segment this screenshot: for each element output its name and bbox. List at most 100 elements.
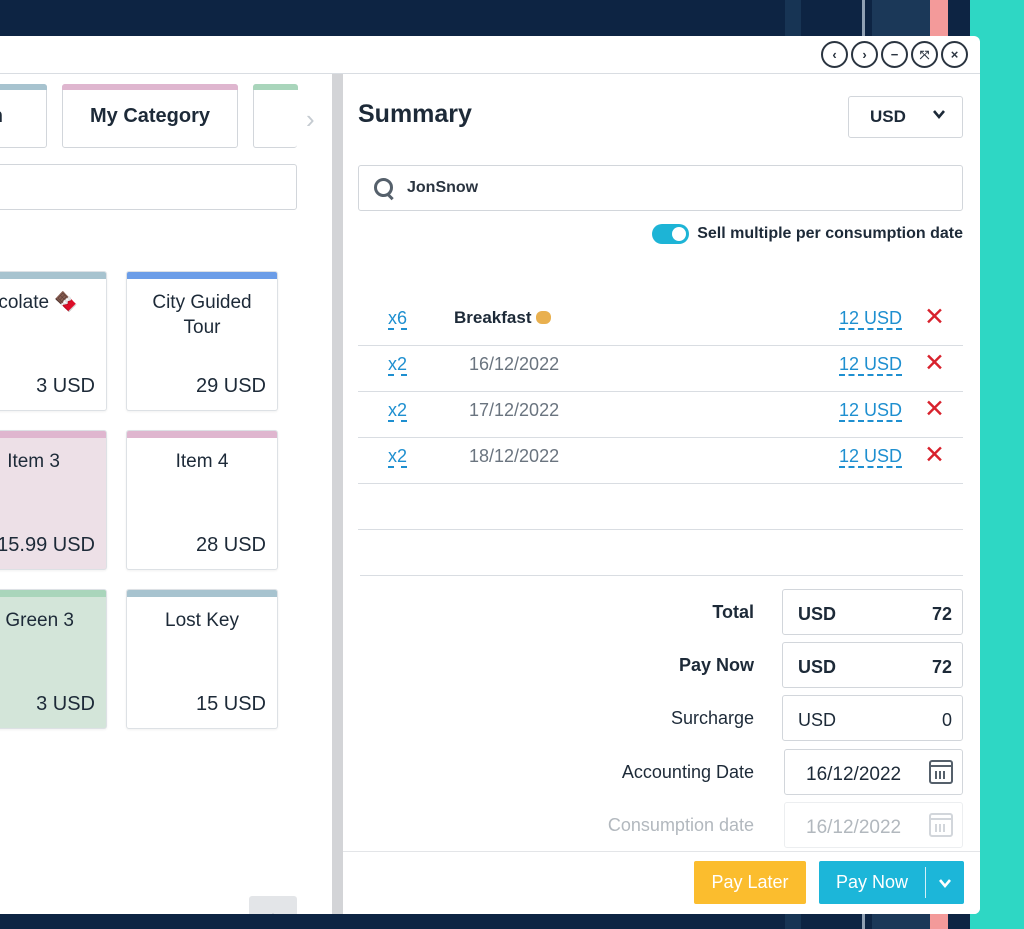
pay-now-currency: USD bbox=[798, 657, 837, 677]
line-quantity[interactable]: x6 bbox=[388, 308, 408, 330]
line-amount[interactable]: 12 USD bbox=[838, 446, 902, 468]
product-price: 3 USD bbox=[36, 693, 95, 715]
pay-later-button[interactable]: Pay Later bbox=[694, 861, 806, 904]
chevron-down-icon[interactable] bbox=[926, 861, 964, 904]
category-tab-my-category[interactable]: My Category bbox=[62, 84, 238, 148]
product-name: Lost Key bbox=[165, 610, 239, 631]
sell-multiple-toggle-row: Sell multiple per consumption date bbox=[652, 224, 963, 244]
summary-footer: Pay Later Pay Now bbox=[343, 851, 980, 914]
line-amount[interactable]: 12 USD bbox=[838, 354, 902, 376]
currency-select-value: USD bbox=[870, 107, 906, 126]
line-amount[interactable]: 12 USD bbox=[838, 400, 902, 422]
chevron-down-icon bbox=[931, 106, 947, 127]
line-quantity[interactable]: x2 bbox=[388, 400, 408, 422]
order-line-empty bbox=[358, 484, 963, 530]
surcharge-label: Surcharge bbox=[670, 708, 754, 728]
product-name: City Guided Tour bbox=[152, 292, 252, 338]
line-amount[interactable]: 12 USD bbox=[838, 308, 902, 330]
line-quantity[interactable]: x2 bbox=[388, 446, 408, 468]
product-tile[interactable]: ocolate 🍫 3 USD bbox=[0, 271, 107, 411]
button-separator bbox=[925, 867, 926, 898]
pay-now-field[interactable]: USD 72 bbox=[782, 642, 963, 688]
product-name: ocolate 🍫 bbox=[0, 292, 78, 313]
pay-now-button[interactable]: Pay Now bbox=[835, 872, 909, 892]
summary-title: Summary bbox=[358, 100, 472, 128]
forward-icon[interactable]: › bbox=[851, 41, 878, 68]
pay-now-button-group: Pay Now bbox=[819, 861, 964, 904]
totals-divider bbox=[360, 575, 963, 576]
consumption-date-field: 16/12/2022 bbox=[784, 802, 963, 848]
product-search-input[interactable] bbox=[0, 164, 297, 210]
search-icon bbox=[373, 177, 395, 199]
order-line: x6 Breakfast 12 USD ✕ bbox=[358, 300, 963, 346]
product-tile[interactable]: Item 4 28 USD bbox=[126, 430, 278, 570]
calendar-icon bbox=[929, 813, 953, 837]
total-row: Total USD 72 bbox=[358, 589, 963, 635]
customer-search[interactable] bbox=[358, 165, 963, 211]
pay-now-value: 72 bbox=[931, 657, 952, 677]
delete-icon[interactable]: ✕ bbox=[924, 349, 945, 377]
accounting-date-row: Accounting Date 16/12/2022 bbox=[358, 749, 963, 795]
product-tile[interactable]: City Guided Tour 29 USD bbox=[126, 271, 278, 411]
consumption-date-label: Consumption date bbox=[607, 815, 754, 835]
accounting-date-value: 16/12/2022 bbox=[806, 764, 902, 785]
surcharge-field[interactable]: USD 0 bbox=[782, 695, 963, 741]
window-controls: ‹ › − ⤧ × bbox=[821, 41, 968, 68]
order-lines: x6 Breakfast 12 USD ✕ x2 16/12/2022 12 U… bbox=[358, 300, 963, 530]
line-quantity[interactable]: x2 bbox=[388, 354, 408, 376]
total-value: 72 bbox=[931, 604, 952, 624]
product-name: Item 3 bbox=[7, 451, 60, 472]
currency-select[interactable]: USD bbox=[848, 96, 963, 138]
product-price: 28 USD bbox=[195, 534, 266, 556]
product-tile[interactable]: Lost Key 15 USD bbox=[126, 589, 278, 729]
category-tab[interactable] bbox=[253, 84, 298, 148]
delete-icon[interactable]: ✕ bbox=[924, 303, 945, 331]
delete-icon[interactable]: ✕ bbox=[924, 441, 945, 469]
delete-icon[interactable]: ✕ bbox=[924, 395, 945, 423]
category-tab[interactable]: n bbox=[0, 84, 47, 148]
product-price: 15.99 USD bbox=[0, 534, 95, 556]
expand-icon[interactable]: ⤧ bbox=[911, 41, 938, 68]
category-tab-label: My Category bbox=[89, 104, 211, 127]
total-field: USD 72 bbox=[782, 589, 963, 635]
total-label: Total bbox=[712, 602, 754, 622]
surcharge-value: 0 bbox=[941, 710, 952, 730]
arrow-up-icon: ↑ bbox=[268, 906, 279, 914]
surcharge-currency: USD bbox=[798, 710, 837, 730]
chevron-right-icon[interactable]: › bbox=[306, 104, 315, 134]
product-tile[interactable]: Item 3 15.99 USD bbox=[0, 430, 107, 570]
summary-panel: Summary USD Sell multiple per consumptio… bbox=[343, 74, 980, 914]
back-icon[interactable]: ‹ bbox=[821, 41, 848, 68]
window-titlebar: ‹ › − ⤧ × bbox=[0, 36, 980, 74]
sell-multiple-label: Sell multiple per consumption date bbox=[697, 225, 963, 242]
panel-divider[interactable] bbox=[332, 74, 343, 914]
product-panel: n My Category › ocolate 🍫 3 USD City Gui… bbox=[0, 74, 332, 914]
minimize-icon[interactable]: − bbox=[881, 41, 908, 68]
order-line: x2 16/12/2022 12 USD ✕ bbox=[358, 346, 963, 392]
pancake-icon bbox=[535, 311, 551, 324]
category-tab-label: n bbox=[0, 105, 3, 128]
surcharge-row: Surcharge USD 0 bbox=[358, 695, 963, 741]
line-date: 18/12/2022 bbox=[469, 446, 560, 466]
close-icon[interactable]: × bbox=[941, 41, 968, 68]
sell-multiple-toggle[interactable] bbox=[652, 224, 690, 244]
accounting-date-label: Accounting Date bbox=[621, 762, 754, 782]
consumption-date-row: Consumption date 16/12/2022 bbox=[358, 802, 963, 848]
product-price: 29 USD bbox=[195, 375, 266, 397]
product-tile[interactable]: m Green 3 3 USD bbox=[0, 589, 107, 729]
line-name: Breakfast bbox=[454, 308, 551, 328]
order-line: x2 18/12/2022 12 USD ✕ bbox=[358, 438, 963, 484]
scroll-top-button[interactable]: ↑ bbox=[249, 896, 297, 914]
calendar-icon[interactable] bbox=[929, 760, 953, 784]
customer-search-input[interactable] bbox=[407, 179, 907, 197]
pay-now-label: Pay Now bbox=[678, 655, 754, 675]
consumption-date-value: 16/12/2022 bbox=[806, 817, 902, 838]
product-price: 15 USD bbox=[195, 693, 266, 715]
accounting-date-field[interactable]: 16/12/2022 bbox=[784, 749, 963, 795]
pay-now-row: Pay Now USD 72 bbox=[358, 642, 963, 688]
product-name: m Green 3 bbox=[0, 610, 74, 631]
order-line: x2 17/12/2022 12 USD ✕ bbox=[358, 392, 963, 438]
product-name: Item 4 bbox=[175, 451, 229, 472]
total-currency: USD bbox=[798, 604, 837, 624]
product-price: 3 USD bbox=[36, 375, 95, 397]
